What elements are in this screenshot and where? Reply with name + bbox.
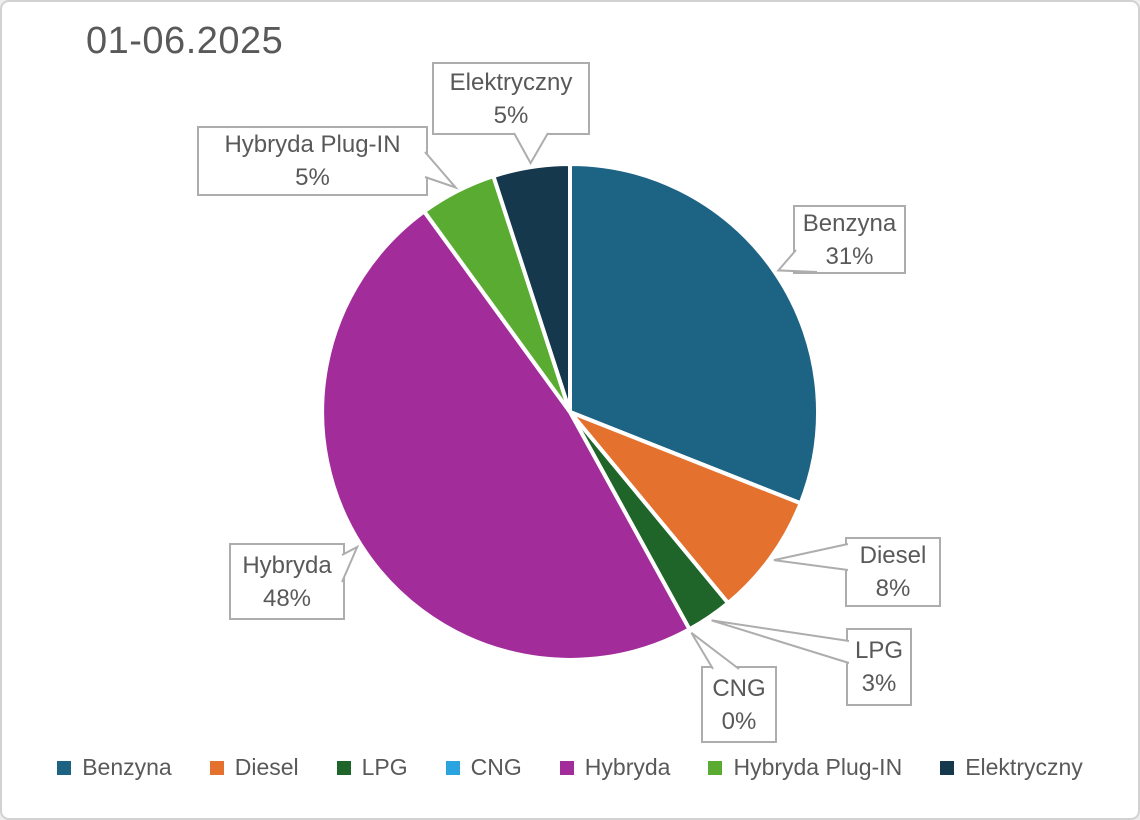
data-label-value: 5% <box>295 164 330 191</box>
legend-label: Elektryczny <box>965 754 1083 780</box>
chart-legend: Benzyna Diesel LPG CNG Hybryda Hybryda Plug-I… <box>2 754 1138 781</box>
data-label-hybryda-plug-in: Hybryda Plug-IN 5% <box>197 126 428 196</box>
legend-item-hybryda-plug-in[interactable]: Hybryda Plug-IN <box>708 754 902 781</box>
legend-item-elektryczny[interactable]: Elektryczny <box>940 754 1083 781</box>
data-label-category: CNG <box>712 674 766 702</box>
data-label-value: 5% <box>493 101 529 129</box>
data-label-benzyna: Benzyna 31% <box>793 205 906 274</box>
legend-item-cng[interactable]: CNG <box>445 754 522 781</box>
data-label-category: Benzyna <box>802 209 897 237</box>
data-label-diesel: Diesel 8% <box>845 537 941 607</box>
legend-swatch-diesel <box>209 760 224 775</box>
legend-swatch-elektryczny <box>940 760 955 775</box>
legend-item-diesel[interactable]: Diesel <box>209 754 299 781</box>
data-label-value: 8% <box>875 575 911 602</box>
data-label-hybryda: Hybryda 48% <box>229 543 345 620</box>
legend-label: Benzyna <box>82 754 172 780</box>
data-label-category: LPG <box>854 637 904 664</box>
pie-slice-benzyna[interactable] <box>568 161 821 506</box>
legend-swatch-lpg <box>336 760 351 775</box>
data-label-category: Hybryda <box>242 551 332 579</box>
data-label-elektryczny: Elektryczny 5% <box>432 62 590 135</box>
legend-swatch-hybryda-plug-in <box>708 760 723 775</box>
legend-item-benzyna[interactable]: Benzyna <box>57 754 172 781</box>
legend-swatch-cng <box>445 760 460 775</box>
legend-label: CNG <box>470 754 522 780</box>
data-label-value: 0% <box>721 707 757 735</box>
legend-item-lpg[interactable]: LPG <box>336 754 408 781</box>
legend-label: Hybryda Plug-IN <box>733 754 903 780</box>
legend-swatch-hybryda <box>559 760 574 775</box>
legend-label: Hybryda <box>584 754 671 780</box>
data-label-value: 31% <box>825 242 874 270</box>
legend-item-hybryda[interactable]: Hybryda <box>559 754 671 781</box>
pie-slice-hybryda[interactable] <box>320 208 693 662</box>
data-label-category: Hybryda Plug-IN <box>224 131 401 158</box>
data-label-value: 3% <box>861 670 897 697</box>
pie-slice-elektryczny[interactable] <box>490 161 572 413</box>
legend-label: LPG <box>361 754 408 780</box>
data-label-category: Diesel <box>859 542 927 569</box>
data-label-lpg: LPG 3% <box>846 628 912 706</box>
chart-title: 01-06.2025 <box>86 20 284 62</box>
pie-slice-diesel[interactable] <box>568 410 804 606</box>
legend-label: Diesel <box>234 754 299 780</box>
data-label-value: 48% <box>262 584 312 612</box>
data-label-category: Elektryczny <box>449 68 573 96</box>
data-label-cng: CNG 0% <box>701 666 777 743</box>
legend-swatch-benzyna <box>57 760 72 775</box>
